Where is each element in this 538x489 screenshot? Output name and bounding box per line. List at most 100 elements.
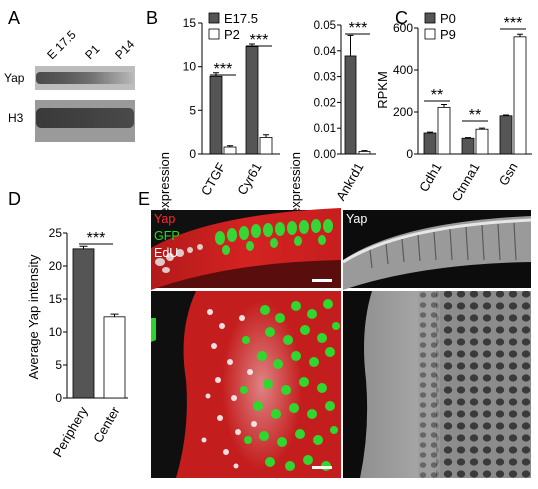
legend-swatch: [424, 28, 436, 40]
legend-label: P0: [440, 11, 456, 26]
channel-label-edu: EdU: [154, 246, 178, 260]
error-bar-ankrd1-p2: [361, 150, 368, 152]
gfp-cells: [215, 219, 333, 255]
bar-ctnna1-p9: [475, 128, 489, 155]
x-tick-label: Gsn: [496, 160, 521, 188]
band-label-h3: H3: [8, 111, 24, 125]
y-tick-label: 20: [49, 259, 63, 273]
legend-swatch: [208, 12, 220, 24]
bar-cyr61-p2: [259, 137, 273, 155]
x-tick-label: Ankrd1: [333, 160, 367, 203]
bar-ctgf-p2: [223, 146, 237, 155]
bar-center: [103, 316, 126, 399]
y-tick-label: 5: [189, 103, 196, 117]
micrograph-top-gray: [342, 210, 532, 290]
y-tick-label: 0: [55, 391, 62, 405]
scale-bar: [312, 466, 332, 469]
legend-c: P0 P9: [424, 11, 456, 42]
y-tick-label: 15: [183, 16, 197, 30]
band-label-yap: Yap: [4, 71, 25, 85]
significance-stars: ***: [250, 32, 269, 49]
x-tick-label: Cyr61: [234, 160, 264, 198]
y-tick-label: 0: [406, 147, 413, 161]
significance-stars: **: [431, 87, 443, 104]
chart-c: RPKM 0 200 400 600 ** ** *** Cdh: [375, 11, 532, 204]
x-tick-label: Ctnna1: [449, 160, 483, 204]
bar-cdh1-p9: [437, 106, 451, 155]
bar-periphery: [72, 248, 95, 399]
micrograph-top-color: [151, 208, 341, 290]
legend-label: P2: [224, 27, 240, 42]
error-bar-center: [110, 313, 119, 317]
bar-cdh1-p0: [423, 132, 437, 155]
y-tick-label: 15: [49, 292, 63, 306]
y-tick-label: 0: [189, 147, 196, 161]
bar-ankrd1-e175: [344, 55, 357, 155]
error-bar-gsn-p9: [517, 33, 523, 37]
blot-yap-band: [36, 72, 134, 84]
bar-ankrd1-p2: [358, 151, 371, 155]
micrograph-bottom-color: [151, 291, 341, 478]
significance-stars: **: [469, 107, 481, 124]
error-bar-cdh1-p0: [427, 131, 433, 133]
error-bar-ctgf-p2: [227, 145, 233, 148]
bar-ctnna1-p0: [461, 137, 475, 155]
gfp-cells: [240, 299, 340, 471]
bar-gsn-p9: [513, 36, 527, 155]
panel-letter-c: C: [395, 8, 408, 28]
x-tick-label: CTGF: [198, 160, 229, 198]
lane-label: P14: [112, 37, 137, 62]
error-bar-gsn-p0: [503, 114, 509, 116]
chart-d: Average Yap intensity 0 5 10 15 20 25 **…: [26, 226, 128, 460]
y-axis-label: RPKM: [375, 71, 390, 109]
y-tick-label: 0.01: [314, 123, 336, 135]
y-tick-label: 200: [393, 105, 413, 119]
error-bar-ctnna1-p0: [465, 137, 471, 139]
scale-bar: [312, 279, 332, 282]
legend-label: P9: [440, 27, 456, 42]
y-axis-label: Average Yap intensity: [26, 254, 41, 380]
significance-stars: ***: [504, 15, 523, 32]
y-tick-label: 0.02: [314, 97, 336, 109]
y-tick-label: 600: [393, 21, 413, 35]
y-axis: 0 200 400 600: [393, 21, 419, 161]
y-tick-label: 10: [183, 60, 197, 74]
error-bar-cyr61-p2: [263, 134, 269, 138]
significance-stars: ***: [87, 230, 106, 247]
y-tick-label: 0.00: [314, 149, 336, 161]
micrograph-bottom-gray: [343, 291, 531, 478]
lane-label: P1: [82, 42, 103, 63]
y-axis: 0 5 10 15: [183, 16, 203, 161]
blot-h3-band: [36, 108, 134, 128]
channel-label-yap: Yap: [154, 212, 175, 226]
y-tick-label: 5: [55, 358, 62, 372]
x-tick-label: Periphery: [50, 404, 91, 460]
x-tick-label: Center: [90, 403, 123, 445]
significance-stars: ***: [349, 20, 368, 37]
western-blot: E 17.5 P1 P14 Yap H3: [4, 27, 137, 142]
legend-swatch: [208, 28, 220, 40]
y-axis: 0.00 0.01 0.02 0.03 0.04 0.05: [314, 20, 342, 161]
y-tick-label: 0.03: [314, 72, 336, 84]
edu-cells: [155, 244, 203, 273]
y-tick-label: 400: [393, 63, 413, 77]
error-bar-cdh1-p9: [441, 103, 447, 108]
error-bar-ankrd1-e175: [347, 34, 354, 56]
bar-cyr61-e175: [245, 46, 259, 155]
panel-letter-e: E: [138, 189, 150, 209]
bar-gsn-p0: [499, 115, 513, 155]
significance-stars: ***: [214, 61, 233, 78]
channel-label-gfp: GFP: [154, 229, 180, 243]
micrograph-panel: Yap GFP EdU Yap: [151, 208, 532, 478]
lane-label: E 17.5: [44, 27, 79, 62]
legend-label: E17.5: [224, 11, 258, 26]
panel-letter-d: D: [8, 189, 21, 209]
y-tick-label: 0.05: [314, 20, 336, 32]
channel-label-yap-gray: Yap: [346, 212, 367, 226]
x-tick-label: Cdh1: [416, 160, 445, 194]
edu-cells: [201, 309, 257, 469]
y-tick-label: 25: [49, 226, 63, 240]
panel-letter-a: A: [8, 8, 20, 28]
bar-ctgf-e175: [209, 75, 223, 155]
